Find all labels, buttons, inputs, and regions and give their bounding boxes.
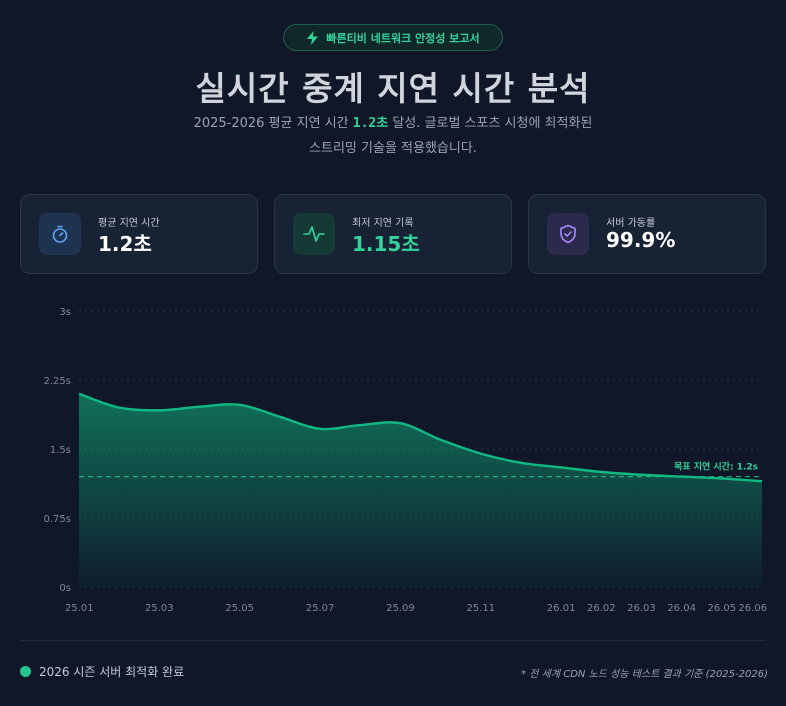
stat-value: 99.9% bbox=[606, 228, 676, 252]
page-subtitle: 2025-2026 평균 지연 시간 1.2초 달성. 글로벌 스포츠 시청에 … bbox=[0, 111, 786, 161]
subtitle-line-2: 스트리밍 기술을 적용했습니다. bbox=[309, 141, 477, 156]
x-tick-label: 26.04 bbox=[667, 603, 696, 614]
x-tick-label: 26.02 bbox=[587, 603, 616, 614]
y-tick-label: 0s bbox=[59, 583, 71, 594]
x-tick-label: 25.09 bbox=[386, 603, 415, 614]
footer-divider bbox=[20, 640, 766, 641]
subtitle-text: 2025-2026 평균 지연 시간 bbox=[193, 116, 353, 131]
x-tick-label: 25.11 bbox=[466, 603, 495, 614]
footer-note: * 전 세계 CDN 노드 성능 테스트 결과 기준 (2025-2026) bbox=[521, 669, 768, 680]
stat-value: 1.15초 bbox=[352, 232, 420, 256]
x-tick-label: 26.03 bbox=[627, 603, 656, 614]
x-tick-label: 25.05 bbox=[225, 603, 254, 614]
x-tick-label: 26.06 bbox=[738, 603, 767, 614]
footer-status-text: 2026 시즌 서버 최적화 완료 bbox=[39, 665, 185, 679]
badge-label: 빠른티비 네트워크 안정성 보고서 bbox=[326, 31, 480, 45]
y-tick-label: 2.25s bbox=[44, 376, 71, 387]
x-tick-label: 25.03 bbox=[145, 603, 174, 614]
report-badge: 빠른티비 네트워크 안정성 보고서 bbox=[283, 24, 503, 51]
stat-card-min-latency: 최저 지연 기록 1.15초 bbox=[274, 194, 512, 274]
y-tick-label: 0.75s bbox=[44, 514, 71, 525]
stat-value: 1.2초 bbox=[98, 232, 152, 256]
latency-line bbox=[78, 392, 763, 483]
stat-card-uptime: 서버 가동률 99.9% bbox=[528, 194, 766, 274]
stopwatch-icon bbox=[39, 213, 81, 255]
y-tick-label: 3s bbox=[59, 307, 71, 318]
y-tick-label: 1.5s bbox=[50, 445, 71, 456]
footer-status: 2026 시즌 서버 최적화 완료 bbox=[20, 663, 184, 680]
x-tick-label: 26.01 bbox=[547, 603, 576, 614]
latency-chart: 0s 0.75s 1.5s 2.25s 3s 목표 지연 시간: 1.2s 25.01 25.… bbox=[0, 290, 786, 620]
target-label: 목표 지연 시간: 1.2s bbox=[674, 461, 758, 473]
subtitle-highlight: 1.2초 bbox=[352, 116, 389, 131]
x-tick-label: 26.05 bbox=[708, 603, 737, 614]
latency-area-fill bbox=[79, 393, 762, 587]
stat-label: 평균 지연 시간 bbox=[98, 218, 160, 229]
subtitle-text-post: 달성. 글로벌 스포츠 시청에 최적화된 bbox=[388, 116, 593, 131]
stat-card-avg-latency: 평균 지연 시간 1.2초 bbox=[20, 194, 258, 274]
pulse-icon bbox=[293, 213, 335, 255]
stat-label: 최저 지연 기록 bbox=[352, 218, 414, 229]
latency-area-chart: 0s 0.75s 1.5s 2.25s 3s 목표 지연 시간: 1.2s 25.01 25.… bbox=[44, 307, 767, 614]
page-title: 실시간 중계 지연 시간 분석 bbox=[195, 69, 591, 108]
shield-check-icon bbox=[547, 213, 589, 255]
stat-label: 서버 가동률 bbox=[606, 218, 656, 229]
lightning-icon bbox=[307, 30, 319, 45]
x-tick-label: 25.01 bbox=[65, 603, 94, 614]
status-dot bbox=[20, 666, 31, 677]
x-tick-label: 25.07 bbox=[306, 603, 335, 614]
